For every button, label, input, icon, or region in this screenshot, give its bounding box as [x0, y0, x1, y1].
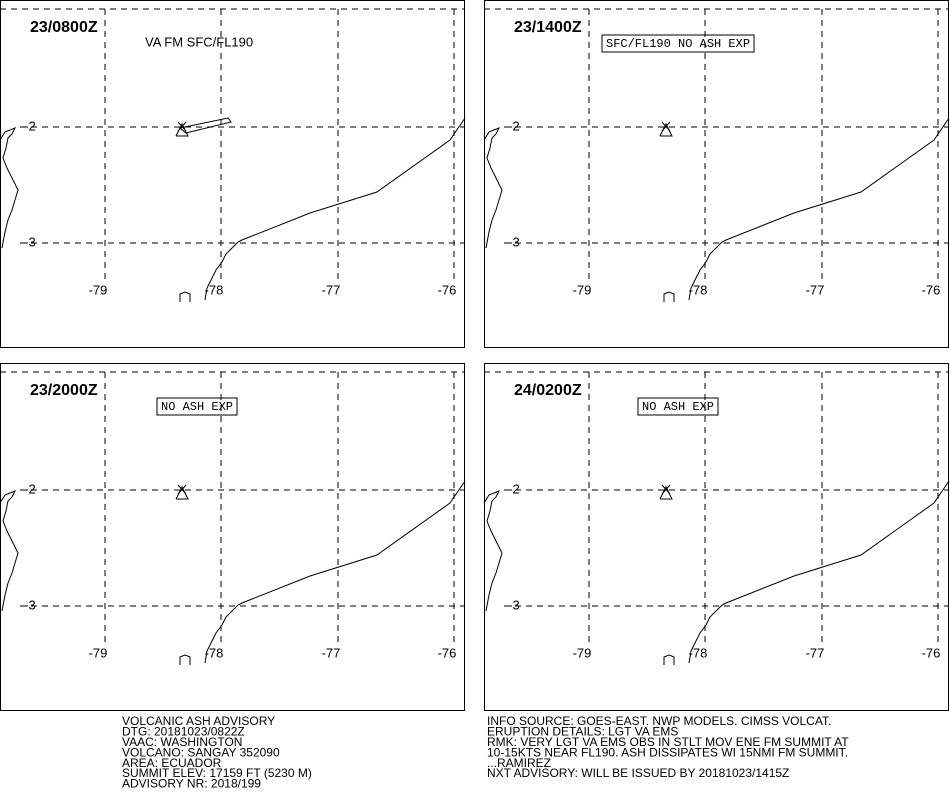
- longitude-label: -77: [806, 282, 825, 297]
- advisory-line: ...RAMIREZ: [487, 756, 551, 770]
- basemap: [483, 363, 950, 711]
- advisory-line: RMK: VERY LGT VA EMS OBS IN STLT MOV ENE…: [487, 735, 849, 749]
- advisory-line: VAAC: WASHINGTON: [122, 735, 242, 749]
- advisory-line: AREA: ECUADOR: [122, 756, 222, 770]
- ash-forecast-label: NO ASH EXP: [161, 400, 233, 414]
- ash-forecast-label: VA FM SFC/FL190: [145, 34, 253, 49]
- longitude-label: -76: [438, 645, 457, 660]
- basemap: [0, 363, 466, 711]
- longitude-label: -79: [573, 282, 592, 297]
- latitude-label: -3: [508, 597, 520, 612]
- ash-forecast-label: SFC/FL190 NO ASH EXP: [606, 37, 750, 51]
- advisory-line: ADVISORY NR: 2018/199: [122, 777, 261, 791]
- longitude-label: -76: [438, 282, 457, 297]
- valid-time: 23/0800Z: [30, 19, 98, 36]
- map-panel: 23/0800Z VA FM SFC/FL190 -79 -78 -77 -76 -2 -3: [0, 0, 466, 348]
- advisory-line: 10-15KTS NEAR FL190. ASH DISSIPATES WI 1…: [487, 745, 848, 759]
- advisory-line: SUMMIT ELEV: 17159 FT (5230 M): [122, 766, 312, 780]
- latitude-label: -2: [24, 118, 36, 133]
- label-box: [156, 397, 238, 416]
- latitude-label: -2: [24, 481, 36, 496]
- label-box: [601, 34, 755, 53]
- map-panel: 24/0200Z NO ASH EXP -79 -78 -77 -76 -2 -3: [483, 363, 950, 711]
- map-panel: 23/1400Z SFC/FL190 NO ASH EXP -79 -78 -77 -76…: [483, 0, 950, 348]
- longitude-label: -78: [689, 645, 708, 660]
- longitude-label: -76: [922, 282, 941, 297]
- longitude-label: -79: [573, 645, 592, 660]
- ash-forecast-label: NO ASH EXP: [642, 400, 714, 414]
- latitude-label: -2: [508, 118, 520, 133]
- longitude-label: -79: [89, 282, 108, 297]
- valid-time: 23/1400Z: [514, 19, 582, 36]
- longitude-label: -77: [322, 645, 341, 660]
- ash-area: [179, 117, 232, 134]
- longitude-label: -76: [922, 645, 941, 660]
- longitude-label: -78: [205, 645, 224, 660]
- basemap: [483, 0, 950, 348]
- latitude-label: -3: [24, 597, 36, 612]
- advisory-line: VOLCANO: SANGAY 352090: [122, 745, 280, 759]
- label-box: [637, 397, 719, 416]
- map-panel: 23/2000Z NO ASH EXP -79 -78 -77 -76 -2 -3: [0, 363, 466, 711]
- advisory-line: VOLCANIC ASH ADVISORY: [122, 714, 275, 728]
- advisory-line: INFO SOURCE: GOES-EAST. NWP MODELS. CIMS…: [487, 714, 831, 728]
- latitude-label: -2: [508, 481, 520, 496]
- longitude-label: -77: [806, 645, 825, 660]
- valid-time: 23/2000Z: [30, 382, 98, 399]
- longitude-label: -77: [322, 282, 341, 297]
- basemap: [0, 0, 466, 348]
- longitude-label: -79: [89, 645, 108, 660]
- longitude-label: -78: [689, 282, 708, 297]
- latitude-label: -3: [24, 234, 36, 249]
- advisory-line: DTG: 20181023/0822Z: [122, 725, 245, 739]
- longitude-label: -78: [205, 282, 224, 297]
- advisory-line: NXT ADVISORY: WILL BE ISSUED BY 20181023…: [487, 766, 789, 780]
- advisory-line: ERUPTION DETAILS: LGT VA EMS: [487, 725, 678, 739]
- valid-time: 24/0200Z: [514, 382, 582, 399]
- latitude-label: -3: [508, 234, 520, 249]
